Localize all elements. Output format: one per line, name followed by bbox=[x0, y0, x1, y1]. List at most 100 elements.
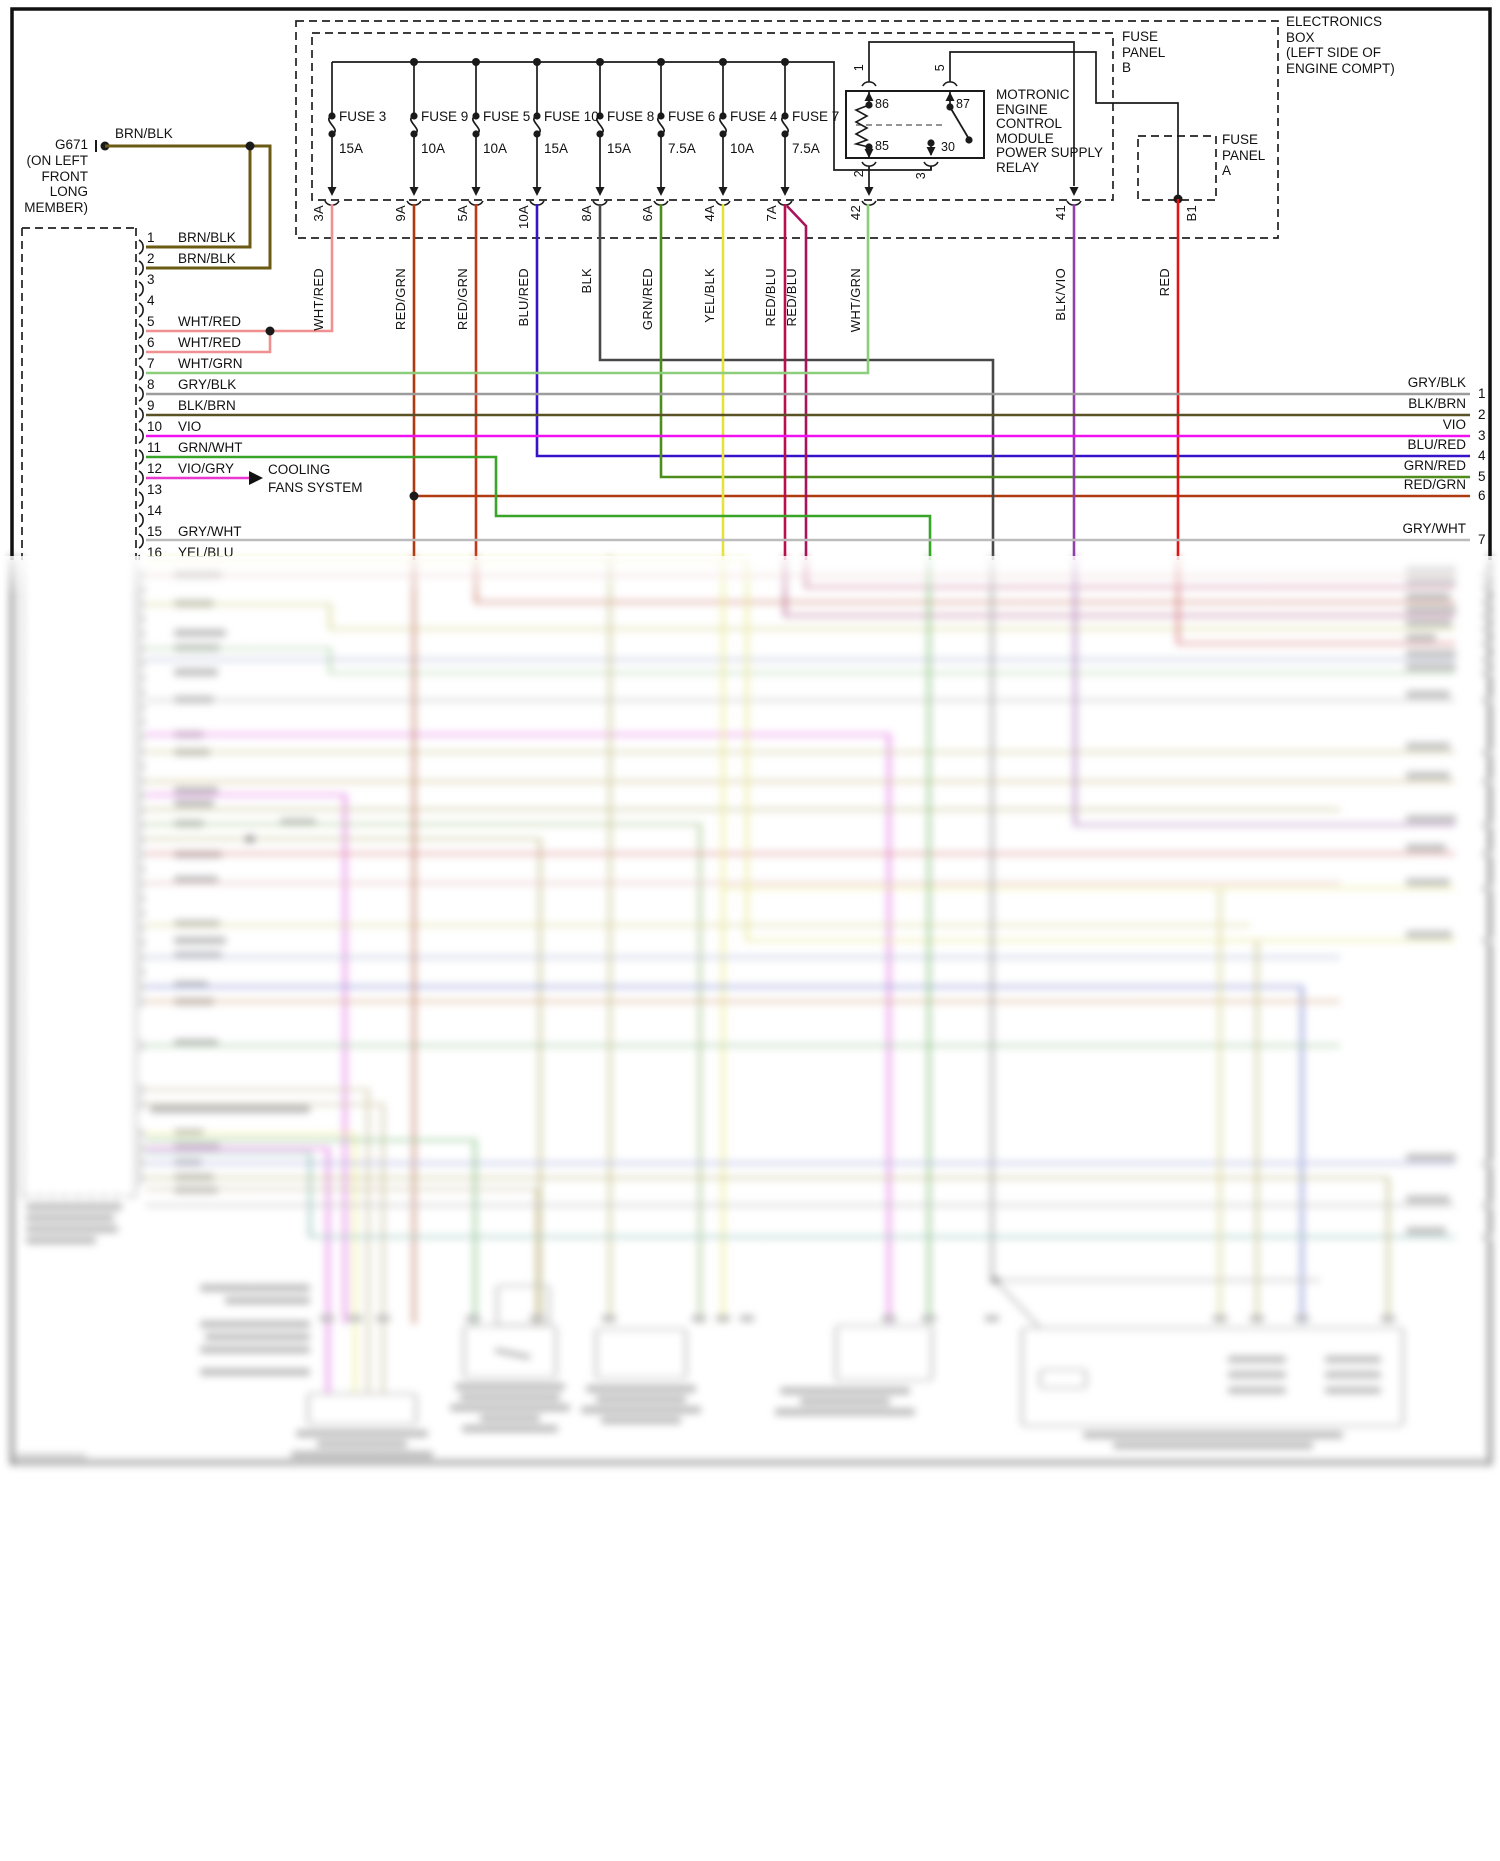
fuse-8-name: FUSE 8 bbox=[607, 109, 655, 124]
relay-coil-85: 85 bbox=[875, 139, 889, 153]
right-row-5-number: 5 bbox=[1478, 469, 1486, 484]
pin-14-number: 14 bbox=[147, 503, 163, 518]
relay-pin-2: 2 bbox=[852, 170, 866, 178]
wire-red-blu-2 bbox=[786, 205, 808, 560]
pin-5-wire: WHT/RED bbox=[178, 314, 241, 329]
wirelabel-blk: BLK bbox=[579, 268, 594, 294]
wirelabel-wht-grn: WHT/GRN bbox=[848, 268, 863, 333]
right-row-1-number: 1 bbox=[1478, 386, 1486, 401]
exit-tag-5a: 5A bbox=[455, 205, 470, 222]
exit-tag-10a: 10A bbox=[516, 205, 531, 230]
relay-coil-86: 86 bbox=[875, 97, 889, 111]
wire-wht-red bbox=[146, 204, 334, 333]
relay-switch-87: 87 bbox=[956, 97, 970, 111]
right-row-7-number: 7 bbox=[1478, 532, 1486, 547]
ground-wire-label: BRN/BLK bbox=[115, 126, 173, 141]
exit-tag-b1: B1 bbox=[1184, 205, 1199, 222]
wirelabel-blu-red: BLU/RED bbox=[516, 268, 531, 327]
right-row-3-wire: VIO bbox=[1442, 417, 1466, 432]
electronics-box-label: ELECTRONICS BOX (LEFT SIDE OF ENGINE COM… bbox=[1286, 14, 1395, 76]
fuse-3-name: FUSE 3 bbox=[339, 109, 387, 124]
right-row-5-wire: GRN/RED bbox=[1403, 458, 1466, 473]
pin-11-wire: GRN/WHT bbox=[178, 440, 243, 455]
exit-tag-4a: 4A bbox=[702, 205, 717, 222]
wirelabel-red-grn-9a: RED/GRN bbox=[393, 268, 408, 331]
exit-tag-3a: 3A bbox=[311, 205, 326, 222]
fuse-6-name: FUSE 6 bbox=[668, 109, 716, 124]
pin-1-wire: BRN/BLK bbox=[178, 230, 236, 245]
pin-2-wire: BRN/BLK bbox=[178, 251, 236, 266]
fuse-panel-a-label: FUSE PANEL A bbox=[1222, 132, 1266, 178]
wirelabel-wht-red: WHT/RED bbox=[311, 268, 326, 331]
pin-9-wire: BLK/BRN bbox=[178, 398, 236, 413]
exit-tag-41: 41 bbox=[1053, 205, 1068, 221]
ground-g671-wiring bbox=[95, 140, 272, 270]
relay-name: MOTRONIC ENGINE CONTROL MODULE POWER SUP… bbox=[996, 87, 1104, 175]
fuse-7-rating: 7.5A bbox=[792, 141, 820, 156]
fuse-panel-a-outline bbox=[1137, 135, 1217, 201]
fuse-4-name: FUSE 4 bbox=[730, 109, 778, 124]
relay-switch-30: 30 bbox=[941, 140, 955, 154]
connector-pin-brackets bbox=[138, 239, 144, 560]
right-row-4-number: 4 bbox=[1478, 448, 1486, 463]
pin-7-number: 7 bbox=[147, 356, 155, 371]
exit-tag-42: 42 bbox=[848, 205, 863, 221]
right-row-2-wire: BLK/BRN bbox=[1408, 396, 1466, 411]
ecm-connector-outline bbox=[21, 227, 137, 560]
wirelabel-yel-blk: YEL/BLK bbox=[702, 268, 717, 323]
pin-1-number: 1 bbox=[147, 230, 155, 245]
wire-grn-wht bbox=[146, 455, 932, 560]
pin-15-wire: GRY/WHT bbox=[178, 524, 242, 539]
relay-pin-1: 1 bbox=[852, 64, 866, 72]
pin-9-number: 9 bbox=[147, 398, 155, 413]
pin-11-number: 11 bbox=[147, 440, 162, 455]
right-row-4-wire: BLU/RED bbox=[1407, 437, 1466, 452]
pin-2-number: 2 bbox=[147, 251, 155, 266]
fuse-5-name: FUSE 5 bbox=[483, 109, 531, 124]
motronic-relay-symbol bbox=[845, 41, 1179, 196]
right-row-7-wire: GRY/WHT bbox=[1402, 521, 1467, 536]
pin-8-wire: GRY/BLK bbox=[178, 377, 237, 392]
fuse-5-rating: 10A bbox=[483, 141, 508, 156]
wire-blu-red bbox=[535, 204, 1470, 458]
relay-pin-5: 5 bbox=[933, 64, 947, 72]
fuse-6-rating: 7.5A bbox=[668, 141, 696, 156]
pin-6-number: 6 bbox=[147, 335, 155, 350]
wire-wht-grn bbox=[146, 204, 870, 375]
wirelabel-blk-vio: BLK/VIO bbox=[1053, 268, 1068, 321]
relay-pin-3: 3 bbox=[914, 172, 928, 180]
wire-grn-red bbox=[659, 204, 1470, 479]
fuse-9-rating: 10A bbox=[421, 141, 446, 156]
fuse-symbols bbox=[328, 62, 789, 188]
red-grn-junction-dot bbox=[409, 491, 419, 501]
pin-6-wire: WHT/RED bbox=[178, 335, 241, 350]
pin-10-wire: VIO bbox=[178, 419, 202, 434]
page-border bbox=[10, 7, 1492, 560]
wirelabel-grn-red: GRN/RED bbox=[640, 268, 655, 331]
cooling-fans-label: COOLING FANS SYSTEM bbox=[268, 462, 363, 495]
fuse-4-rating: 10A bbox=[730, 141, 755, 156]
fuse-exit-arrows bbox=[327, 187, 1079, 196]
pin-7-wire: WHT/GRN bbox=[178, 356, 243, 371]
fuse-3-rating: 15A bbox=[339, 141, 364, 156]
fuse-10-name: FUSE 10 bbox=[544, 109, 599, 124]
pin-8-number: 8 bbox=[147, 377, 155, 392]
pin-13-number: 13 bbox=[147, 482, 163, 497]
right-row-2-number: 2 bbox=[1478, 407, 1486, 422]
wirelabel-red: RED bbox=[1157, 268, 1172, 297]
right-row-3-number: 3 bbox=[1478, 428, 1486, 443]
schematic-top-svg bbox=[10, 7, 1492, 560]
fuse-panel-b-outline bbox=[311, 32, 1114, 201]
exit-tag-7a: 7A bbox=[764, 205, 779, 222]
right-row-6-number: 6 bbox=[1478, 488, 1486, 503]
pin-12-number: 12 bbox=[147, 461, 163, 476]
pin-12-wire: VIO/GRY bbox=[178, 461, 235, 476]
exit-tag-6a: 6A bbox=[640, 205, 655, 222]
electronics-box-outline bbox=[295, 20, 1279, 239]
cooling-fans-arrow bbox=[249, 471, 263, 485]
pin-15-number: 15 bbox=[147, 524, 163, 539]
fuse-terminal-dots bbox=[328, 112, 789, 138]
fuse-panel-b-label: FUSE PANEL B bbox=[1122, 29, 1166, 75]
right-row-6-wire: RED/GRN bbox=[1403, 477, 1466, 492]
